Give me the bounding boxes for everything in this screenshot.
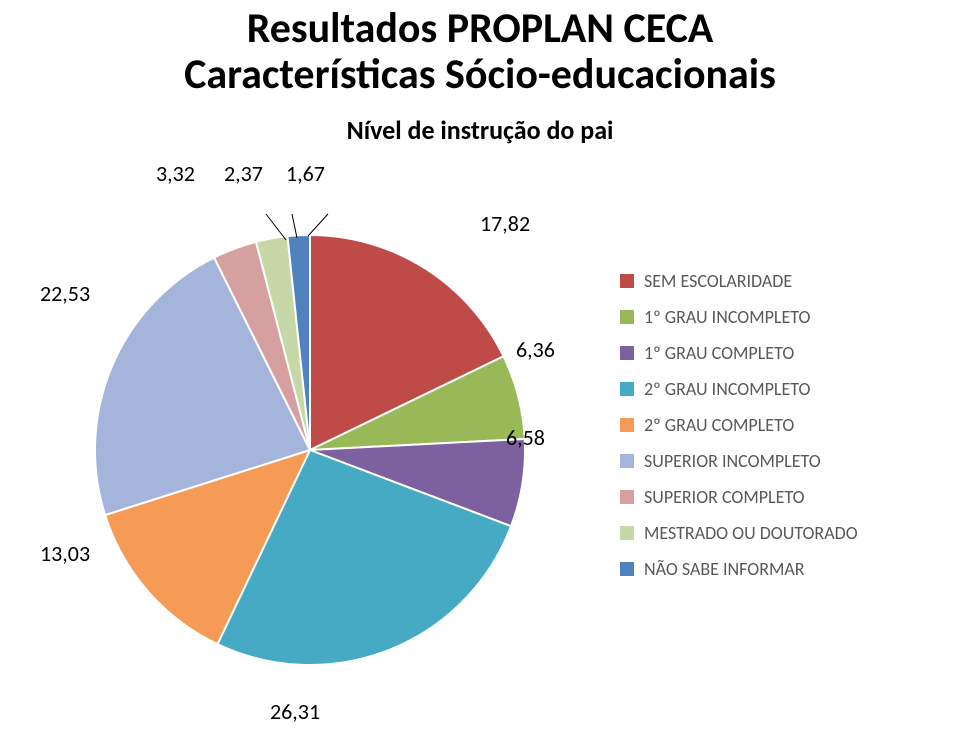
legend-label: NÃO SABE INFORMAR	[644, 558, 805, 580]
pie-chart: 17,826,366,5826,3113,0322,533,322,371,67	[40, 160, 600, 720]
legend-item: 2º GRAU COMPLETO	[620, 414, 950, 436]
datalabel: 1,67	[286, 160, 325, 187]
legend-label: 1º GRAU COMPLETO	[644, 342, 794, 364]
title-block: Resultados PROPLAN CECA Características …	[0, 6, 960, 98]
chart-subtitle: Nível de instrução do pai	[0, 114, 960, 146]
legend-label: 2º GRAU INCOMPLETO	[644, 378, 810, 400]
legend: SEM ESCOLARIDADE 1º GRAU INCOMPLETO 1º GRA…	[620, 270, 950, 594]
datalabel: 6,58	[506, 424, 545, 451]
legend-item: 1º GRAU INCOMPLETO	[620, 306, 950, 328]
legend-item: MESTRADO OU DOUTORADO	[620, 522, 950, 544]
legend-item: SUPERIOR INCOMPLETO	[620, 450, 950, 472]
datalabel: 3,32	[156, 160, 195, 187]
slide: { "title_line1": "Resultados PROPLAN CEC…	[0, 0, 960, 731]
title-line-2: Características Sócio-educacionais	[0, 52, 960, 98]
legend-item: 2º GRAU INCOMPLETO	[620, 378, 950, 400]
datalabel: 2,37	[224, 160, 263, 187]
legend-swatch	[620, 418, 634, 432]
legend-label: SUPERIOR INCOMPLETO	[644, 450, 821, 472]
legend-swatch	[620, 526, 634, 540]
legend-label: SEM ESCOLARIDADE	[644, 270, 792, 292]
legend-swatch	[620, 454, 634, 468]
legend-swatch	[620, 346, 634, 360]
datalabel: 13,03	[40, 540, 90, 567]
legend-swatch	[620, 274, 634, 288]
title-line-1: Resultados PROPLAN CECA	[0, 6, 960, 52]
datalabel: 26,31	[270, 698, 320, 725]
datalabel: 17,82	[480, 210, 530, 237]
legend-item: 1º GRAU COMPLETO	[620, 342, 950, 364]
legend-item: SEM ESCOLARIDADE	[620, 270, 950, 292]
legend-label: MESTRADO OU DOUTORADO	[644, 522, 858, 544]
datalabel: 6,36	[516, 336, 555, 363]
legend-label: SUPERIOR COMPLETO	[644, 486, 805, 508]
legend-item: SUPERIOR COMPLETO	[620, 486, 950, 508]
legend-label: 2º GRAU COMPLETO	[644, 414, 794, 436]
legend-swatch	[620, 382, 634, 396]
datalabel: 22,53	[40, 280, 90, 307]
legend-swatch	[620, 310, 634, 324]
legend-swatch	[620, 490, 634, 504]
pie-svg	[70, 210, 550, 690]
legend-item: NÃO SABE INFORMAR	[620, 558, 950, 580]
legend-label: 1º GRAU INCOMPLETO	[644, 306, 810, 328]
legend-swatch	[620, 562, 634, 576]
